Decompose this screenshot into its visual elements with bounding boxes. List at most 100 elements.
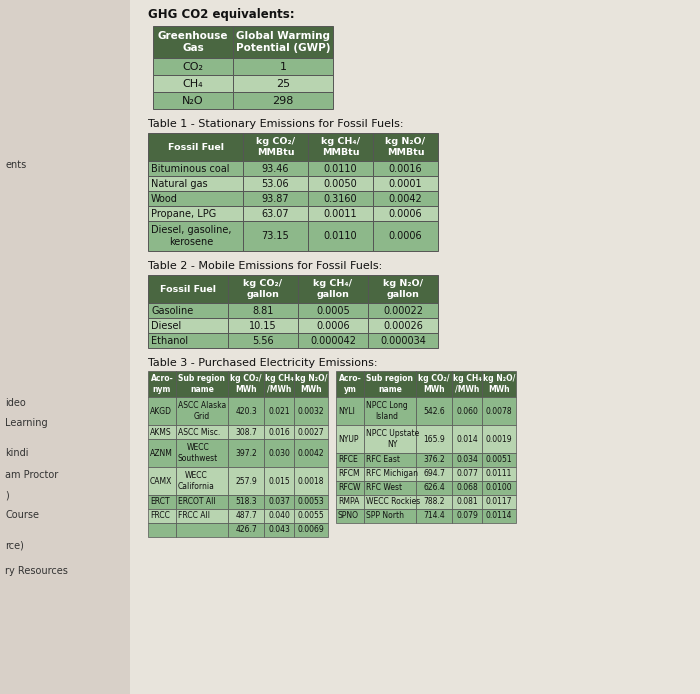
Text: CH₄: CH₄ <box>183 78 203 89</box>
Bar <box>336 453 364 467</box>
Text: 0.0055: 0.0055 <box>298 511 324 520</box>
Bar <box>148 425 176 439</box>
Bar <box>176 509 228 523</box>
Bar <box>308 206 373 221</box>
Bar <box>336 425 364 453</box>
Text: SPNO: SPNO <box>338 511 359 520</box>
Text: Fossil Fuel: Fossil Fuel <box>167 142 223 151</box>
Text: 0.060: 0.060 <box>456 407 478 416</box>
Bar <box>298 303 368 318</box>
Bar <box>233 58 333 75</box>
Bar <box>148 133 243 161</box>
Text: 0.0117: 0.0117 <box>486 498 512 507</box>
Text: 0.0005: 0.0005 <box>316 305 350 316</box>
Bar <box>176 467 228 495</box>
Text: 0.0114: 0.0114 <box>486 511 512 520</box>
Text: Fossil Fuel: Fossil Fuel <box>160 285 216 294</box>
Bar <box>228 397 264 425</box>
Bar <box>482 425 516 453</box>
Text: WECC
Southwest: WECC Southwest <box>178 443 218 463</box>
Text: 0.0069: 0.0069 <box>298 525 324 534</box>
Bar <box>228 371 264 397</box>
Bar <box>228 467 264 495</box>
Text: 0.00022: 0.00022 <box>383 305 423 316</box>
Text: NYUP: NYUP <box>338 434 358 443</box>
Bar <box>233 26 333 58</box>
Bar <box>364 509 416 523</box>
Bar <box>148 191 243 206</box>
Bar <box>373 221 438 251</box>
Bar <box>298 275 368 303</box>
Bar <box>482 509 516 523</box>
Bar <box>308 221 373 251</box>
Bar <box>452 425 482 453</box>
Bar <box>482 481 516 495</box>
Text: Diesel: Diesel <box>151 321 181 330</box>
Bar <box>336 495 364 509</box>
Text: 0.0027: 0.0027 <box>298 428 324 437</box>
Bar <box>373 133 438 161</box>
Bar <box>336 397 364 425</box>
Bar <box>228 303 298 318</box>
Bar <box>228 425 264 439</box>
Bar <box>264 439 294 467</box>
Text: kg CO₂/
gallon: kg CO₂/ gallon <box>244 279 283 298</box>
Text: 257.9: 257.9 <box>235 477 257 486</box>
Text: Global Warming
Potential (GWP): Global Warming Potential (GWP) <box>236 31 330 53</box>
Text: FRCC All: FRCC All <box>178 511 210 520</box>
Text: NPCC Long
Island: NPCC Long Island <box>366 401 407 421</box>
Text: 0.077: 0.077 <box>456 470 478 478</box>
Text: 694.7: 694.7 <box>423 470 445 478</box>
Bar <box>176 425 228 439</box>
Text: RMPA: RMPA <box>338 498 359 507</box>
Text: 0.000042: 0.000042 <box>310 335 356 346</box>
Text: 0.021: 0.021 <box>268 407 290 416</box>
Bar <box>233 92 333 109</box>
Bar <box>298 333 368 348</box>
Bar <box>416 509 452 523</box>
Text: Course: Course <box>5 510 39 520</box>
Text: 0.0042: 0.0042 <box>389 194 422 203</box>
Text: 308.7: 308.7 <box>235 428 257 437</box>
Text: AKMS: AKMS <box>150 428 171 437</box>
Text: 165.9: 165.9 <box>423 434 445 443</box>
Bar <box>336 481 364 495</box>
Text: 626.4: 626.4 <box>423 484 445 493</box>
Bar <box>373 191 438 206</box>
Bar <box>368 275 438 303</box>
Bar <box>298 318 368 333</box>
Bar <box>264 425 294 439</box>
Text: kg CO₂/
MWh: kg CO₂/ MWh <box>230 374 262 393</box>
Text: ents: ents <box>5 160 27 170</box>
Text: kg N₂O/
MWh: kg N₂O/ MWh <box>483 374 515 393</box>
Bar <box>452 371 482 397</box>
Text: kg N₂O/
MWh: kg N₂O/ MWh <box>295 374 327 393</box>
Bar <box>148 318 228 333</box>
Bar <box>228 318 298 333</box>
Bar <box>148 176 243 191</box>
Text: NYLI: NYLI <box>338 407 355 416</box>
Text: CAMX: CAMX <box>150 477 172 486</box>
Bar <box>336 509 364 523</box>
Bar <box>308 176 373 191</box>
Bar <box>452 481 482 495</box>
Bar <box>416 397 452 425</box>
Text: 63.07: 63.07 <box>262 208 289 219</box>
Text: ERCOT All: ERCOT All <box>178 498 216 507</box>
Text: RFC East: RFC East <box>366 455 400 464</box>
Text: 8.81: 8.81 <box>252 305 274 316</box>
Text: 73.15: 73.15 <box>262 231 289 241</box>
Bar <box>416 371 452 397</box>
Bar <box>228 495 264 509</box>
Text: 0.00026: 0.00026 <box>383 321 423 330</box>
Text: AZNM: AZNM <box>150 448 173 457</box>
Text: 0.0110: 0.0110 <box>323 164 357 174</box>
Bar <box>482 371 516 397</box>
Bar <box>153 58 233 75</box>
Text: 0.043: 0.043 <box>268 525 290 534</box>
Bar <box>243 133 308 161</box>
Text: kg CH₄/
MMBtu: kg CH₄/ MMBtu <box>321 137 360 157</box>
Text: 93.87: 93.87 <box>262 194 289 203</box>
Text: 376.2: 376.2 <box>423 455 445 464</box>
Bar <box>130 0 700 694</box>
